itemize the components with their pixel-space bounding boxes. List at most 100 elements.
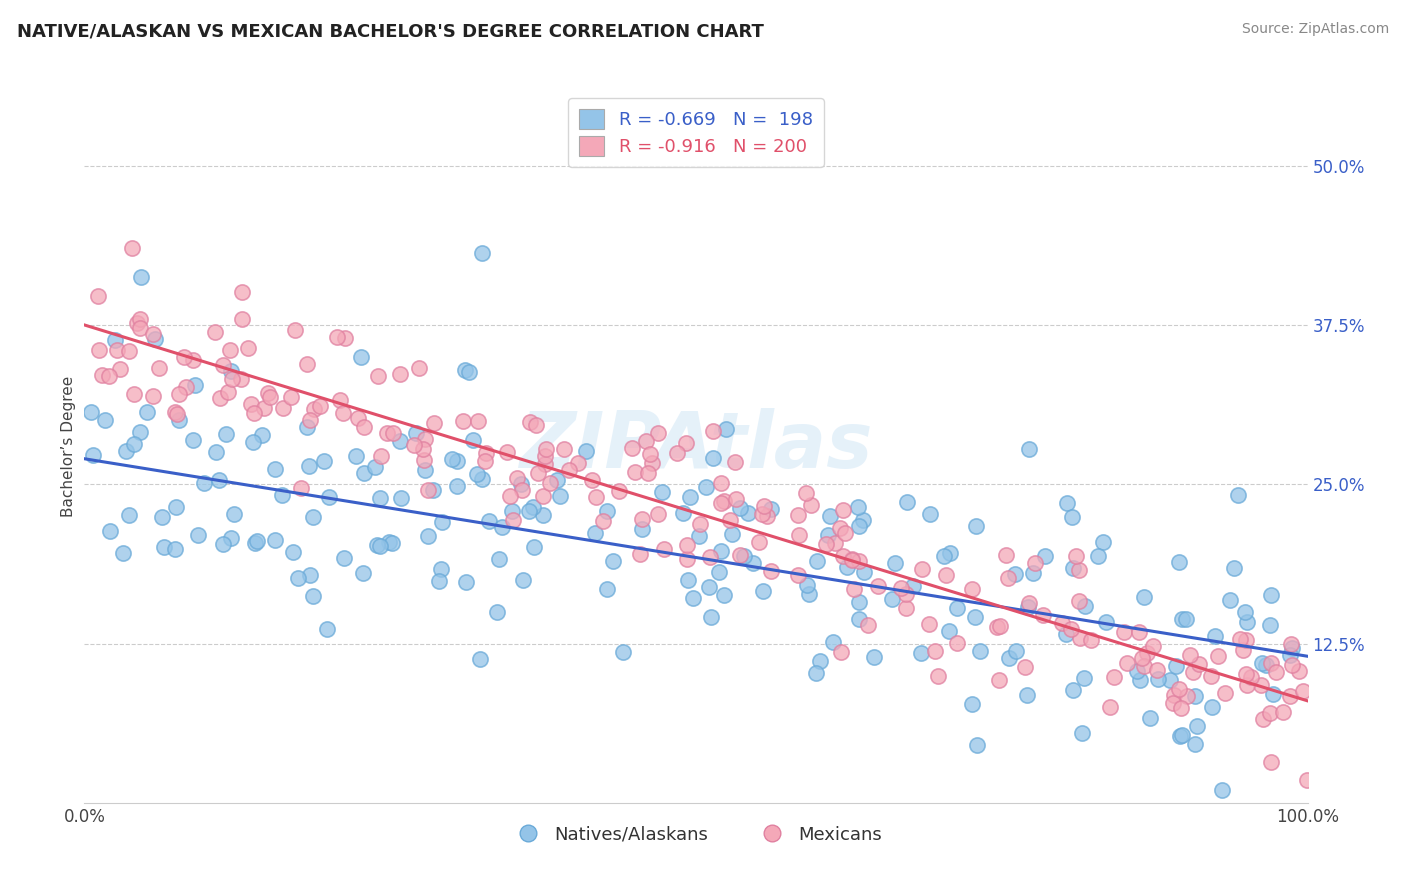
Point <box>1095 615 1118 630</box>
Point <box>129 270 152 285</box>
Point <box>1104 671 1126 685</box>
Point <box>370 450 392 464</box>
Point <box>742 556 765 570</box>
Point <box>939 545 962 559</box>
Point <box>713 588 735 602</box>
Point <box>1236 677 1258 691</box>
Point <box>858 618 880 632</box>
Point <box>602 554 624 568</box>
Point <box>1067 563 1090 577</box>
Point <box>960 582 983 596</box>
Point <box>523 540 546 554</box>
Point <box>259 390 281 404</box>
Point <box>1265 665 1288 680</box>
Point <box>370 491 392 506</box>
Point <box>219 364 242 378</box>
Point <box>710 476 733 491</box>
Point <box>787 568 810 582</box>
Point <box>451 414 474 428</box>
Point <box>935 567 957 582</box>
Point <box>187 528 209 542</box>
Point <box>218 343 240 357</box>
Point <box>1062 561 1084 575</box>
Point <box>166 407 188 421</box>
Point <box>1185 719 1208 733</box>
Point <box>896 495 918 509</box>
Point <box>299 413 322 427</box>
Point <box>413 433 436 447</box>
Point <box>841 553 863 567</box>
Point <box>890 581 912 595</box>
Point <box>118 343 141 358</box>
Point <box>129 312 152 326</box>
Point <box>796 577 818 591</box>
Point <box>966 738 988 752</box>
Point <box>634 434 657 448</box>
Point <box>1146 664 1168 678</box>
Point <box>1167 555 1189 569</box>
Point <box>852 513 875 527</box>
Point <box>702 424 724 438</box>
Point <box>522 500 544 515</box>
Point <box>295 420 318 434</box>
Point <box>630 512 652 526</box>
Point <box>308 400 330 414</box>
Point <box>333 551 356 566</box>
Point <box>1059 622 1081 636</box>
Point <box>1296 772 1319 787</box>
Point <box>1126 664 1149 678</box>
Point <box>962 697 984 711</box>
Point <box>368 539 391 553</box>
Point <box>534 449 557 463</box>
Point <box>651 485 673 500</box>
Point <box>1067 594 1090 608</box>
Point <box>264 533 287 547</box>
Point <box>517 504 540 518</box>
Point <box>1170 728 1192 742</box>
Point <box>894 587 917 601</box>
Point <box>93 413 115 427</box>
Point <box>1130 650 1153 665</box>
Point <box>229 372 252 386</box>
Point <box>728 548 751 562</box>
Point <box>987 673 1010 687</box>
Point <box>1112 625 1135 640</box>
Point <box>997 571 1019 585</box>
Point <box>1050 616 1073 631</box>
Point <box>728 500 751 515</box>
Point <box>752 583 775 598</box>
Point <box>1240 670 1263 684</box>
Point <box>631 523 654 537</box>
Text: NATIVE/ALASKAN VS MEXICAN BACHELOR'S DEGREE CORRELATION CHART: NATIVE/ALASKAN VS MEXICAN BACHELOR'S DEG… <box>17 22 763 40</box>
Point <box>142 389 165 403</box>
Point <box>486 605 509 619</box>
Point <box>145 333 167 347</box>
Point <box>901 579 924 593</box>
Point <box>821 635 844 649</box>
Point <box>501 504 523 518</box>
Point <box>222 507 245 521</box>
Point <box>208 473 231 487</box>
Point <box>1206 649 1229 664</box>
Point <box>389 367 412 381</box>
Point <box>666 446 689 460</box>
Point <box>817 528 839 542</box>
Point <box>748 535 770 549</box>
Point <box>1281 640 1303 655</box>
Point <box>1254 658 1277 673</box>
Point <box>80 405 103 419</box>
Point <box>832 549 855 564</box>
Point <box>402 438 425 452</box>
Point <box>240 397 263 411</box>
Point <box>804 666 827 681</box>
Point <box>382 426 405 441</box>
Point <box>181 353 204 368</box>
Point <box>429 562 451 576</box>
Point <box>280 390 302 404</box>
Point <box>1056 496 1078 510</box>
Point <box>830 521 852 535</box>
Point <box>946 636 969 650</box>
Point <box>111 546 134 560</box>
Point <box>290 481 312 495</box>
Point <box>638 447 661 461</box>
